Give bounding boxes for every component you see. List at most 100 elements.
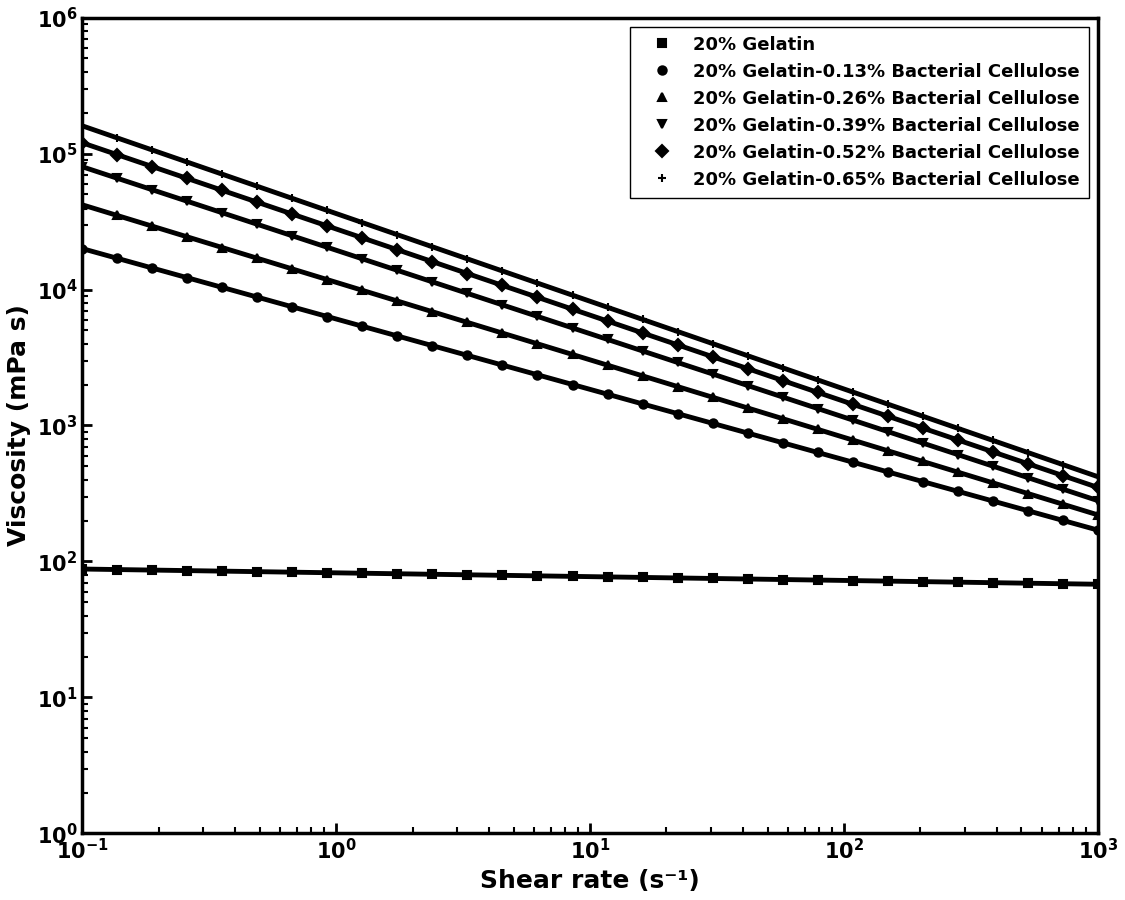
20% Gelatin-0.26% Bacterial Cellulose [286,264,299,274]
20% Gelatin-0.39% Bacterial Cellulose [601,334,614,345]
20% Gelatin-0.39% Bacterial Cellulose [321,242,334,253]
20% Gelatin-0.26% Bacterial Cellulose [811,424,825,435]
20% Gelatin-0.26% Bacterial Cellulose [460,317,474,328]
20% Gelatin-0.65% Bacterial Cellulose [390,230,404,240]
20% Gelatin-0.52% Bacterial Cellulose [1022,458,1035,469]
20% Gelatin [75,563,89,574]
20% Gelatin [180,565,193,576]
20% Gelatin-0.52% Bacterial Cellulose [636,328,649,338]
20% Gelatin-0.65% Bacterial Cellulose [811,374,825,385]
20% Gelatin-0.52% Bacterial Cellulose [216,184,229,195]
20% Gelatin-0.26% Bacterial Cellulose [425,306,439,317]
20% Gelatin [145,564,159,575]
20% Gelatin-0.13% Bacterial Cellulose [846,457,860,468]
20% Gelatin-0.26% Bacterial Cellulose [1056,499,1070,509]
20% Gelatin-0.39% Bacterial Cellulose [531,311,544,322]
20% Gelatin-0.26% Bacterial Cellulose [566,349,579,360]
20% Gelatin-0.26% Bacterial Cellulose [916,456,929,467]
20% Gelatin-0.13% Bacterial Cellulose [110,253,124,264]
20% Gelatin-0.39% Bacterial Cellulose [180,196,193,207]
20% Gelatin-0.26% Bacterial Cellulose [110,210,124,220]
20% Gelatin-0.26% Bacterial Cellulose [531,338,544,349]
20% Gelatin-0.52% Bacterial Cellulose [75,138,89,148]
Line: 20% Gelatin-0.26% Bacterial Cellulose: 20% Gelatin-0.26% Bacterial Cellulose [78,201,1102,519]
20% Gelatin-0.65% Bacterial Cellulose [916,410,929,421]
20% Gelatin-0.65% Bacterial Cellulose [180,157,193,167]
20% Gelatin [216,566,229,577]
20% Gelatin-0.13% Bacterial Cellulose [987,496,1000,507]
20% Gelatin-0.13% Bacterial Cellulose [145,263,159,274]
20% Gelatin-0.39% Bacterial Cellulose [741,380,755,391]
20% Gelatin-0.52% Bacterial Cellulose [916,423,929,434]
20% Gelatin [321,567,334,578]
20% Gelatin-0.39% Bacterial Cellulose [1056,484,1070,495]
20% Gelatin [741,573,755,584]
20% Gelatin-0.26% Bacterial Cellulose [601,360,614,371]
20% Gelatin [987,577,1000,588]
20% Gelatin-0.65% Bacterial Cellulose [846,387,860,398]
20% Gelatin-0.13% Bacterial Cellulose [916,476,929,487]
20% Gelatin-0.52% Bacterial Cellulose [496,280,510,291]
20% Gelatin-0.26% Bacterial Cellulose [496,328,510,338]
20% Gelatin [705,573,719,584]
20% Gelatin-0.52% Bacterial Cellulose [321,220,334,231]
20% Gelatin-0.52% Bacterial Cellulose [145,161,159,172]
20% Gelatin-0.13% Bacterial Cellulose [670,409,684,419]
20% Gelatin-0.39% Bacterial Cellulose [356,254,369,265]
20% Gelatin-0.52% Bacterial Cellulose [846,399,860,410]
20% Gelatin-0.65% Bacterial Cellulose [881,399,894,410]
20% Gelatin [390,568,404,579]
20% Gelatin-0.26% Bacterial Cellulose [741,402,755,413]
20% Gelatin-0.52% Bacterial Cellulose [776,375,790,386]
20% Gelatin-0.39% Bacterial Cellulose [705,369,719,380]
Legend: 20% Gelatin, 20% Gelatin-0.13% Bacterial Cellulose, 20% Gelatin-0.26% Bacterial : 20% Gelatin, 20% Gelatin-0.13% Bacterial… [630,27,1089,198]
20% Gelatin-0.65% Bacterial Cellulose [286,193,299,203]
Line: 20% Gelatin-0.65% Bacterial Cellulose: 20% Gelatin-0.65% Bacterial Cellulose [78,122,1102,481]
20% Gelatin-0.26% Bacterial Cellulose [1091,509,1105,520]
20% Gelatin-0.52% Bacterial Cellulose [881,410,894,421]
20% Gelatin-0.52% Bacterial Cellulose [601,316,614,327]
20% Gelatin-0.26% Bacterial Cellulose [881,446,894,456]
20% Gelatin [566,571,579,581]
20% Gelatin [846,575,860,586]
20% Gelatin-0.39% Bacterial Cellulose [216,207,229,218]
20% Gelatin-0.65% Bacterial Cellulose [251,181,264,192]
20% Gelatin [601,572,614,582]
20% Gelatin-0.39% Bacterial Cellulose [496,300,510,310]
20% Gelatin-0.65% Bacterial Cellulose [741,350,755,361]
20% Gelatin-0.65% Bacterial Cellulose [1022,447,1035,458]
20% Gelatin-0.65% Bacterial Cellulose [460,254,474,265]
20% Gelatin-0.26% Bacterial Cellulose [216,242,229,253]
20% Gelatin-0.26% Bacterial Cellulose [670,382,684,392]
20% Gelatin [916,576,929,587]
20% Gelatin-0.39% Bacterial Cellulose [1091,495,1105,506]
20% Gelatin-0.13% Bacterial Cellulose [460,350,474,361]
20% Gelatin-0.65% Bacterial Cellulose [531,278,544,289]
20% Gelatin [286,567,299,578]
20% Gelatin-0.52% Bacterial Cellulose [987,446,1000,457]
20% Gelatin-0.39% Bacterial Cellulose [846,415,860,426]
20% Gelatin-0.39% Bacterial Cellulose [1022,472,1035,483]
20% Gelatin [531,571,544,581]
20% Gelatin-0.39% Bacterial Cellulose [987,461,1000,472]
20% Gelatin [951,577,964,588]
20% Gelatin-0.52% Bacterial Cellulose [110,149,124,160]
20% Gelatin [881,576,894,587]
20% Gelatin-0.65% Bacterial Cellulose [670,326,684,337]
20% Gelatin-0.26% Bacterial Cellulose [636,371,649,382]
20% Gelatin-0.26% Bacterial Cellulose [180,231,193,242]
20% Gelatin-0.52% Bacterial Cellulose [1091,482,1105,493]
20% Gelatin-0.13% Bacterial Cellulose [566,379,579,390]
20% Gelatin-0.13% Bacterial Cellulose [951,486,964,497]
20% Gelatin-0.13% Bacterial Cellulose [811,447,825,458]
Line: 20% Gelatin-0.39% Bacterial Cellulose: 20% Gelatin-0.39% Bacterial Cellulose [78,163,1102,505]
20% Gelatin-0.65% Bacterial Cellulose [776,363,790,374]
20% Gelatin-0.39% Bacterial Cellulose [776,392,790,402]
20% Gelatin-0.65% Bacterial Cellulose [601,302,614,312]
20% Gelatin-0.52% Bacterial Cellulose [531,292,544,302]
20% Gelatin-0.52% Bacterial Cellulose [425,256,439,267]
20% Gelatin-0.26% Bacterial Cellulose [356,285,369,296]
20% Gelatin-0.26% Bacterial Cellulose [75,200,89,211]
20% Gelatin-0.65% Bacterial Cellulose [75,121,89,131]
X-axis label: Shear rate (s⁻¹): Shear rate (s⁻¹) [480,869,700,893]
